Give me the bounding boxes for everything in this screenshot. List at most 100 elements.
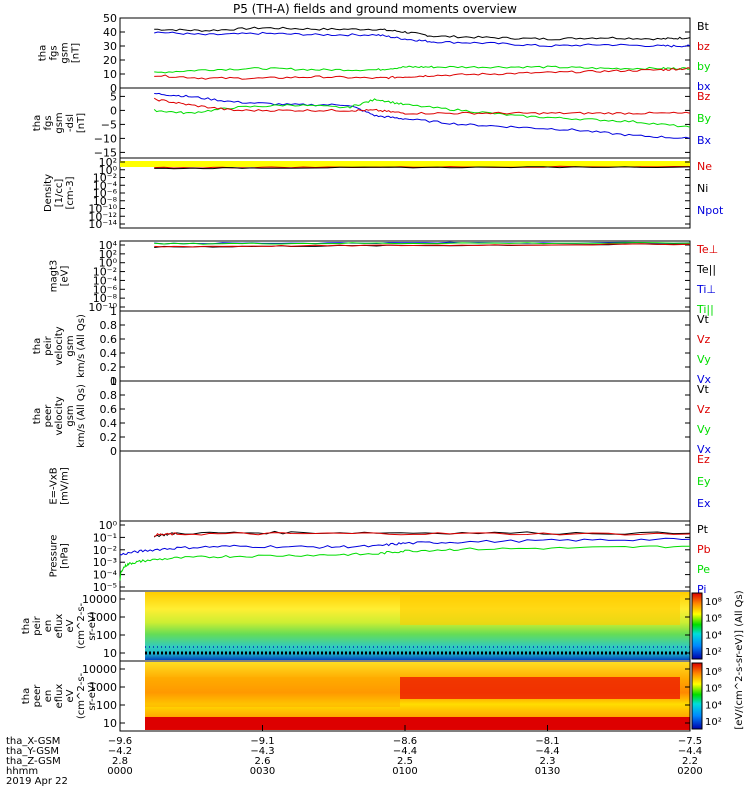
spectrogram-low-energy-band	[145, 717, 690, 729]
x-tick-label: −7.5	[678, 736, 702, 747]
panel-frame	[119, 450, 691, 522]
y-tick-label: 5	[110, 90, 117, 103]
x-tick-label: 2.8	[112, 756, 128, 767]
legend-entry: Bx	[697, 134, 712, 147]
y-tick-label: 10⁻²	[93, 172, 117, 185]
x-tick-label: −9.1	[250, 736, 274, 747]
x-tick-label: 0200	[677, 766, 702, 777]
legend-entry: Vy	[697, 353, 711, 366]
y-axis-label-line: en	[43, 690, 54, 703]
y-tick-label: 0.4	[100, 417, 118, 430]
y-tick-label: 1	[110, 305, 117, 318]
x-tick-label: 0000	[107, 766, 132, 777]
y-axis-label-line: en	[43, 620, 54, 633]
y-tick-label: 0.6	[100, 333, 118, 346]
legend-entry: Vz	[697, 403, 711, 416]
y-tick-label: 1000	[89, 681, 117, 694]
y-tick-label: 100	[96, 629, 117, 642]
colorbar-label: [eV/(cm^2-s-sr-eV)] (All Qs)	[734, 590, 745, 729]
y-tick-label: 1	[110, 375, 117, 388]
y-axis-label: Density[1/cc][cm-3]	[43, 174, 76, 212]
series-line-te2	[154, 243, 691, 248]
y-axis-label-line: tha	[21, 618, 32, 634]
legend-entry: Te⊥	[696, 243, 718, 256]
y-axis-label-line: sr-eV)	[87, 611, 98, 640]
quality-flag-bar	[120, 161, 690, 167]
legend-entry: Npot	[697, 204, 724, 217]
y-axis-label-line: tha	[21, 688, 32, 704]
panel-frame	[119, 310, 691, 382]
y-tick-label: 10⁻⁴	[93, 179, 118, 192]
y-tick-label: 40	[103, 26, 117, 39]
legend-entry: Ne	[697, 160, 712, 173]
series-line-ti2	[154, 242, 691, 245]
y-tick-label: 10⁻¹⁰	[88, 203, 117, 216]
y-axis-label-line: [nPa]	[60, 543, 71, 569]
x-tick-label: −4.2	[108, 746, 132, 757]
x-tick-label: 0130	[535, 766, 560, 777]
legend-entry: Ni	[697, 182, 708, 195]
y-axis-label-line: eflux	[54, 614, 65, 639]
legend-entry: Ex	[697, 497, 711, 510]
y-tick-label: 10⁴	[99, 239, 118, 252]
x-tick-label: 0100	[392, 766, 417, 777]
y-tick-label: 10	[103, 647, 117, 660]
y-tick-label: 0.4	[100, 347, 118, 360]
x-tick-label: 2.5	[397, 756, 413, 767]
y-axis-label-line: km/s (All Qs)	[76, 384, 87, 448]
x-tick-label: −4.4	[678, 746, 702, 757]
y-tick-label: 10⁻⁵	[93, 581, 117, 594]
y-tick-label: 10⁻⁶	[93, 187, 118, 200]
y-axis-label-line: peer	[43, 404, 54, 428]
spectrogram-mid-band	[145, 677, 400, 707]
legend-entry: Pb	[697, 543, 711, 556]
y-axis-label-line: fgs	[43, 115, 54, 130]
x-tick-label: −4.4	[393, 746, 417, 757]
y-axis-label-line: (cm^2-s-	[76, 672, 87, 719]
y-tick-label: 50	[103, 12, 117, 25]
y-axis-label: E=-VxB[mV/m]	[49, 467, 71, 505]
x-tick-label: −4.4	[535, 746, 559, 757]
y-axis-label-line: gsm	[60, 42, 71, 63]
y-tick-label: 10⁻¹⁰	[88, 301, 117, 314]
y-axis-label-line: peir	[32, 615, 43, 635]
series-line-bz	[154, 67, 691, 80]
y-tick-label: 10⁻⁴	[93, 274, 118, 287]
series-line-pi	[119, 537, 691, 556]
series-line-bx	[154, 31, 691, 48]
colorbar	[691, 662, 703, 730]
series-line-pe	[119, 545, 690, 581]
y-axis-label-line: eflux	[54, 684, 65, 709]
y-axis-label-line: peer	[32, 684, 43, 708]
date-label: 2019 Apr 22	[6, 776, 68, 787]
y-tick-label: 0	[110, 375, 117, 388]
x-tick-label: 2.2	[682, 756, 698, 767]
y-axis-label-line: Density	[43, 174, 54, 212]
y-tick-label: 10⁻²	[93, 544, 117, 557]
y-tick-label: 0	[110, 104, 117, 117]
colorbar-tick-label: 10⁸	[705, 597, 722, 608]
y-axis-label-line: Pressure	[49, 535, 60, 578]
y-tick-label: 10	[103, 68, 117, 81]
colorbar-tick-label: 10⁴	[705, 700, 722, 711]
legend-entry: By	[697, 112, 712, 125]
legend-entry: Ti||	[696, 303, 714, 316]
legend-entry: Bz	[697, 90, 711, 103]
y-tick-label: 10⁻⁸	[93, 195, 118, 208]
series-line-by	[153, 98, 691, 128]
panel-frame	[119, 380, 691, 452]
colorbar-tick-label: 10⁶	[705, 614, 722, 625]
y-tick-label: 0.2	[100, 431, 118, 444]
legend-entry: Vx	[697, 373, 712, 386]
y-axis-label-line: tha	[32, 408, 43, 424]
series-line-bz	[153, 97, 691, 115]
y-tick-label: −5	[101, 118, 117, 131]
legend-entry: Pt	[697, 523, 709, 536]
series-line-by	[154, 65, 691, 74]
y-tick-label: 100	[96, 699, 117, 712]
